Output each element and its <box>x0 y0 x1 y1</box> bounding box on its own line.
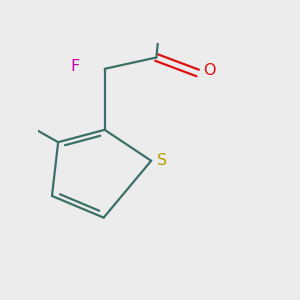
Text: O: O <box>148 0 160 2</box>
Text: O: O <box>203 63 215 78</box>
Text: S: S <box>158 153 168 168</box>
Text: H: H <box>168 0 180 2</box>
Text: F: F <box>70 59 79 74</box>
